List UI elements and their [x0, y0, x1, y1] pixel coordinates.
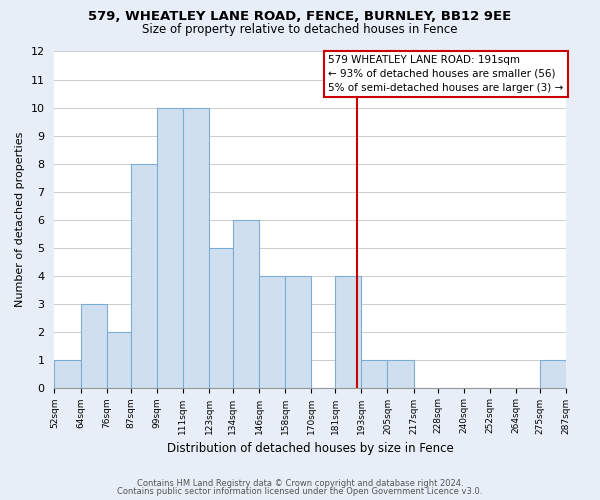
- X-axis label: Distribution of detached houses by size in Fence: Distribution of detached houses by size …: [167, 442, 454, 455]
- Bar: [285, 276, 311, 388]
- Bar: [209, 248, 233, 388]
- Bar: [361, 360, 388, 388]
- Bar: [131, 164, 157, 388]
- Bar: [80, 304, 107, 388]
- Bar: [388, 360, 413, 388]
- Bar: [233, 220, 259, 388]
- Text: 579 WHEATLEY LANE ROAD: 191sqm
← 93% of detached houses are smaller (56)
5% of s: 579 WHEATLEY LANE ROAD: 191sqm ← 93% of …: [328, 55, 563, 93]
- Bar: [183, 108, 209, 388]
- Y-axis label: Number of detached properties: Number of detached properties: [15, 132, 25, 307]
- Bar: [157, 108, 183, 388]
- Bar: [335, 276, 361, 388]
- Text: 579, WHEATLEY LANE ROAD, FENCE, BURNLEY, BB12 9EE: 579, WHEATLEY LANE ROAD, FENCE, BURNLEY,…: [88, 10, 512, 23]
- Bar: [107, 332, 131, 388]
- Text: Contains HM Land Registry data © Crown copyright and database right 2024.: Contains HM Land Registry data © Crown c…: [137, 478, 463, 488]
- Bar: [540, 360, 566, 388]
- Text: Size of property relative to detached houses in Fence: Size of property relative to detached ho…: [142, 22, 458, 36]
- Bar: [55, 360, 80, 388]
- Text: Contains public sector information licensed under the Open Government Licence v3: Contains public sector information licen…: [118, 487, 482, 496]
- Bar: [259, 276, 285, 388]
